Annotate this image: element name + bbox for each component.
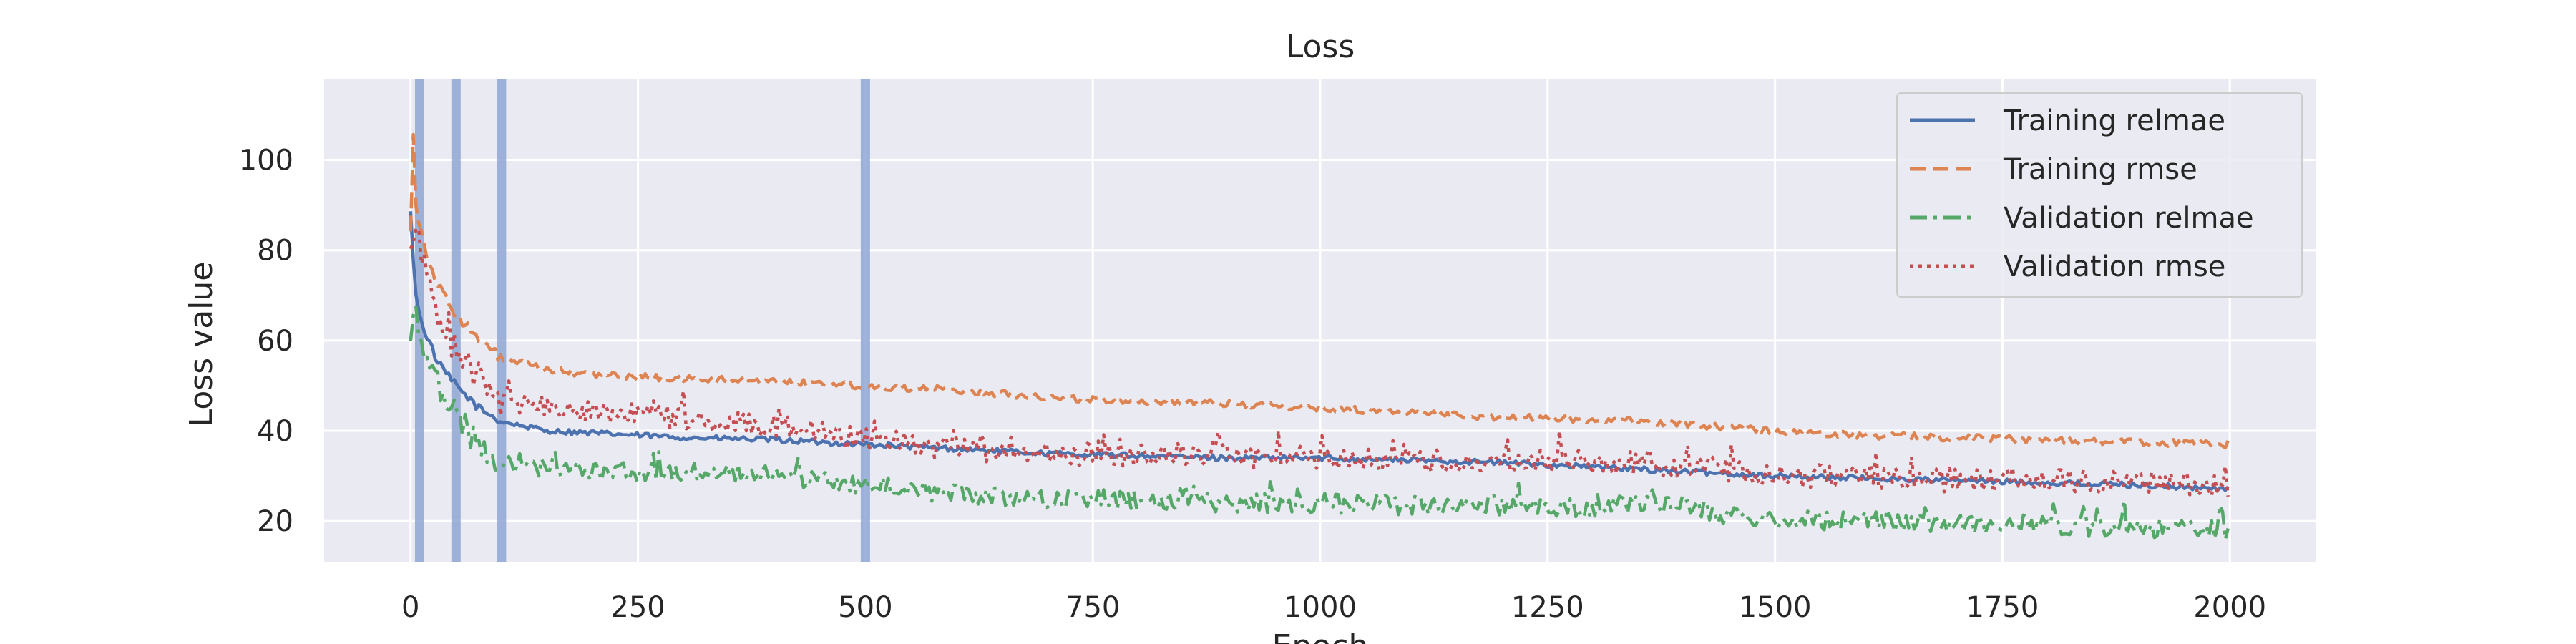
x-tick-labels: 0 250 500 750 1000 1250 1500 1750 2000 [401, 591, 2266, 624]
series-line [409, 132, 2230, 449]
legend-entry-label: Validation relmae [2004, 202, 2254, 235]
x-tick-label: 750 [1065, 591, 1120, 624]
series-line [409, 211, 2230, 493]
y-tick-label: 40 [257, 415, 293, 448]
legend: Training relmae Training rmse Validation r… [1896, 92, 2303, 298]
x-tick-label: 1000 [1284, 591, 1357, 624]
legend-entry-label: Validation rmse [2004, 250, 2225, 283]
y-tick-label: 20 [257, 505, 293, 538]
chart-title: Loss [1286, 29, 1355, 65]
legend-box [1896, 92, 2303, 298]
x-tick-label: 1250 [1511, 591, 1584, 624]
x-tick-label: 0 [401, 591, 419, 624]
x-tick-label: 250 [610, 591, 665, 624]
series-line [409, 305, 2230, 542]
x-tick-label: 2000 [2193, 591, 2266, 624]
y-tick-label: 60 [257, 325, 293, 358]
y-tick-label: 80 [257, 235, 293, 268]
legend-entry-label: Training relmae [2003, 104, 2225, 137]
legend-entry-label: Training rmse [2003, 153, 2197, 186]
x-axis-label: Epoch [1272, 628, 1369, 644]
series-layer [409, 132, 2230, 542]
x-tick-label: 1500 [1739, 591, 1812, 624]
x-tick-label: 1750 [1966, 591, 2039, 624]
y-axis-label: Loss value [183, 262, 220, 427]
y-tick-labels: 20 40 60 80 100 [239, 145, 293, 539]
y-tick-label: 100 [239, 145, 293, 177]
x-tick-label: 500 [838, 591, 892, 624]
